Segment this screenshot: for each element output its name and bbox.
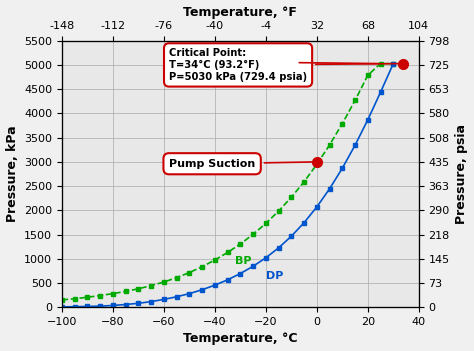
BP	[352, 98, 358, 102]
DP	[263, 256, 269, 260]
Text: DP: DP	[266, 271, 283, 281]
BP	[378, 61, 383, 66]
DP	[289, 234, 294, 238]
BP	[237, 242, 243, 246]
X-axis label: Temperature, °F: Temperature, °F	[183, 6, 297, 19]
BP	[136, 287, 141, 291]
DP	[148, 299, 154, 304]
BP	[365, 73, 371, 77]
DP	[276, 246, 282, 250]
DP	[97, 304, 103, 308]
DP	[391, 61, 396, 66]
BP	[289, 195, 294, 199]
BP	[187, 270, 192, 274]
DP	[339, 166, 345, 170]
BP	[339, 121, 345, 126]
BP	[97, 293, 103, 298]
DP	[225, 278, 230, 282]
BP	[123, 289, 128, 293]
DP	[199, 287, 205, 292]
DP	[174, 294, 180, 299]
DP	[378, 90, 383, 94]
DP	[301, 220, 307, 225]
X-axis label: Temperature, °C: Temperature, °C	[183, 332, 298, 345]
BP	[110, 291, 116, 296]
DP	[161, 297, 167, 302]
BP	[327, 143, 332, 147]
BP	[148, 284, 154, 288]
BP	[161, 280, 167, 284]
Y-axis label: Pressure, kPa: Pressure, kPa	[6, 126, 18, 222]
Text: BP: BP	[235, 256, 252, 266]
BP	[59, 298, 65, 302]
DP	[187, 291, 192, 296]
DP	[365, 118, 371, 122]
BP	[225, 250, 230, 254]
DP	[59, 305, 65, 309]
DP	[250, 264, 256, 269]
BP	[199, 265, 205, 269]
DP	[110, 303, 116, 307]
Text: Pump Suction: Pump Suction	[169, 159, 314, 169]
Y-axis label: Pressure, psia: Pressure, psia	[456, 124, 468, 224]
Line: BP: BP	[60, 61, 396, 302]
BP	[174, 276, 180, 280]
BP	[301, 180, 307, 184]
DP	[123, 303, 128, 307]
DP	[72, 305, 78, 309]
BP	[72, 297, 78, 301]
BP	[276, 209, 282, 213]
DP	[314, 205, 319, 209]
DP	[327, 187, 332, 191]
BP	[250, 232, 256, 236]
BP	[263, 221, 269, 225]
DP	[84, 304, 90, 309]
BP	[314, 162, 319, 166]
BP	[391, 61, 396, 66]
BP	[84, 295, 90, 299]
Line: DP: DP	[60, 61, 396, 309]
DP	[237, 271, 243, 276]
BP	[212, 258, 218, 262]
DP	[352, 143, 358, 147]
Text: Critical Point:
T=34°C (93.2°F)
P=5030 kPa (729.4 psia): Critical Point: T=34°C (93.2°F) P=5030 k…	[169, 48, 401, 81]
DP	[212, 283, 218, 287]
DP	[136, 301, 141, 305]
